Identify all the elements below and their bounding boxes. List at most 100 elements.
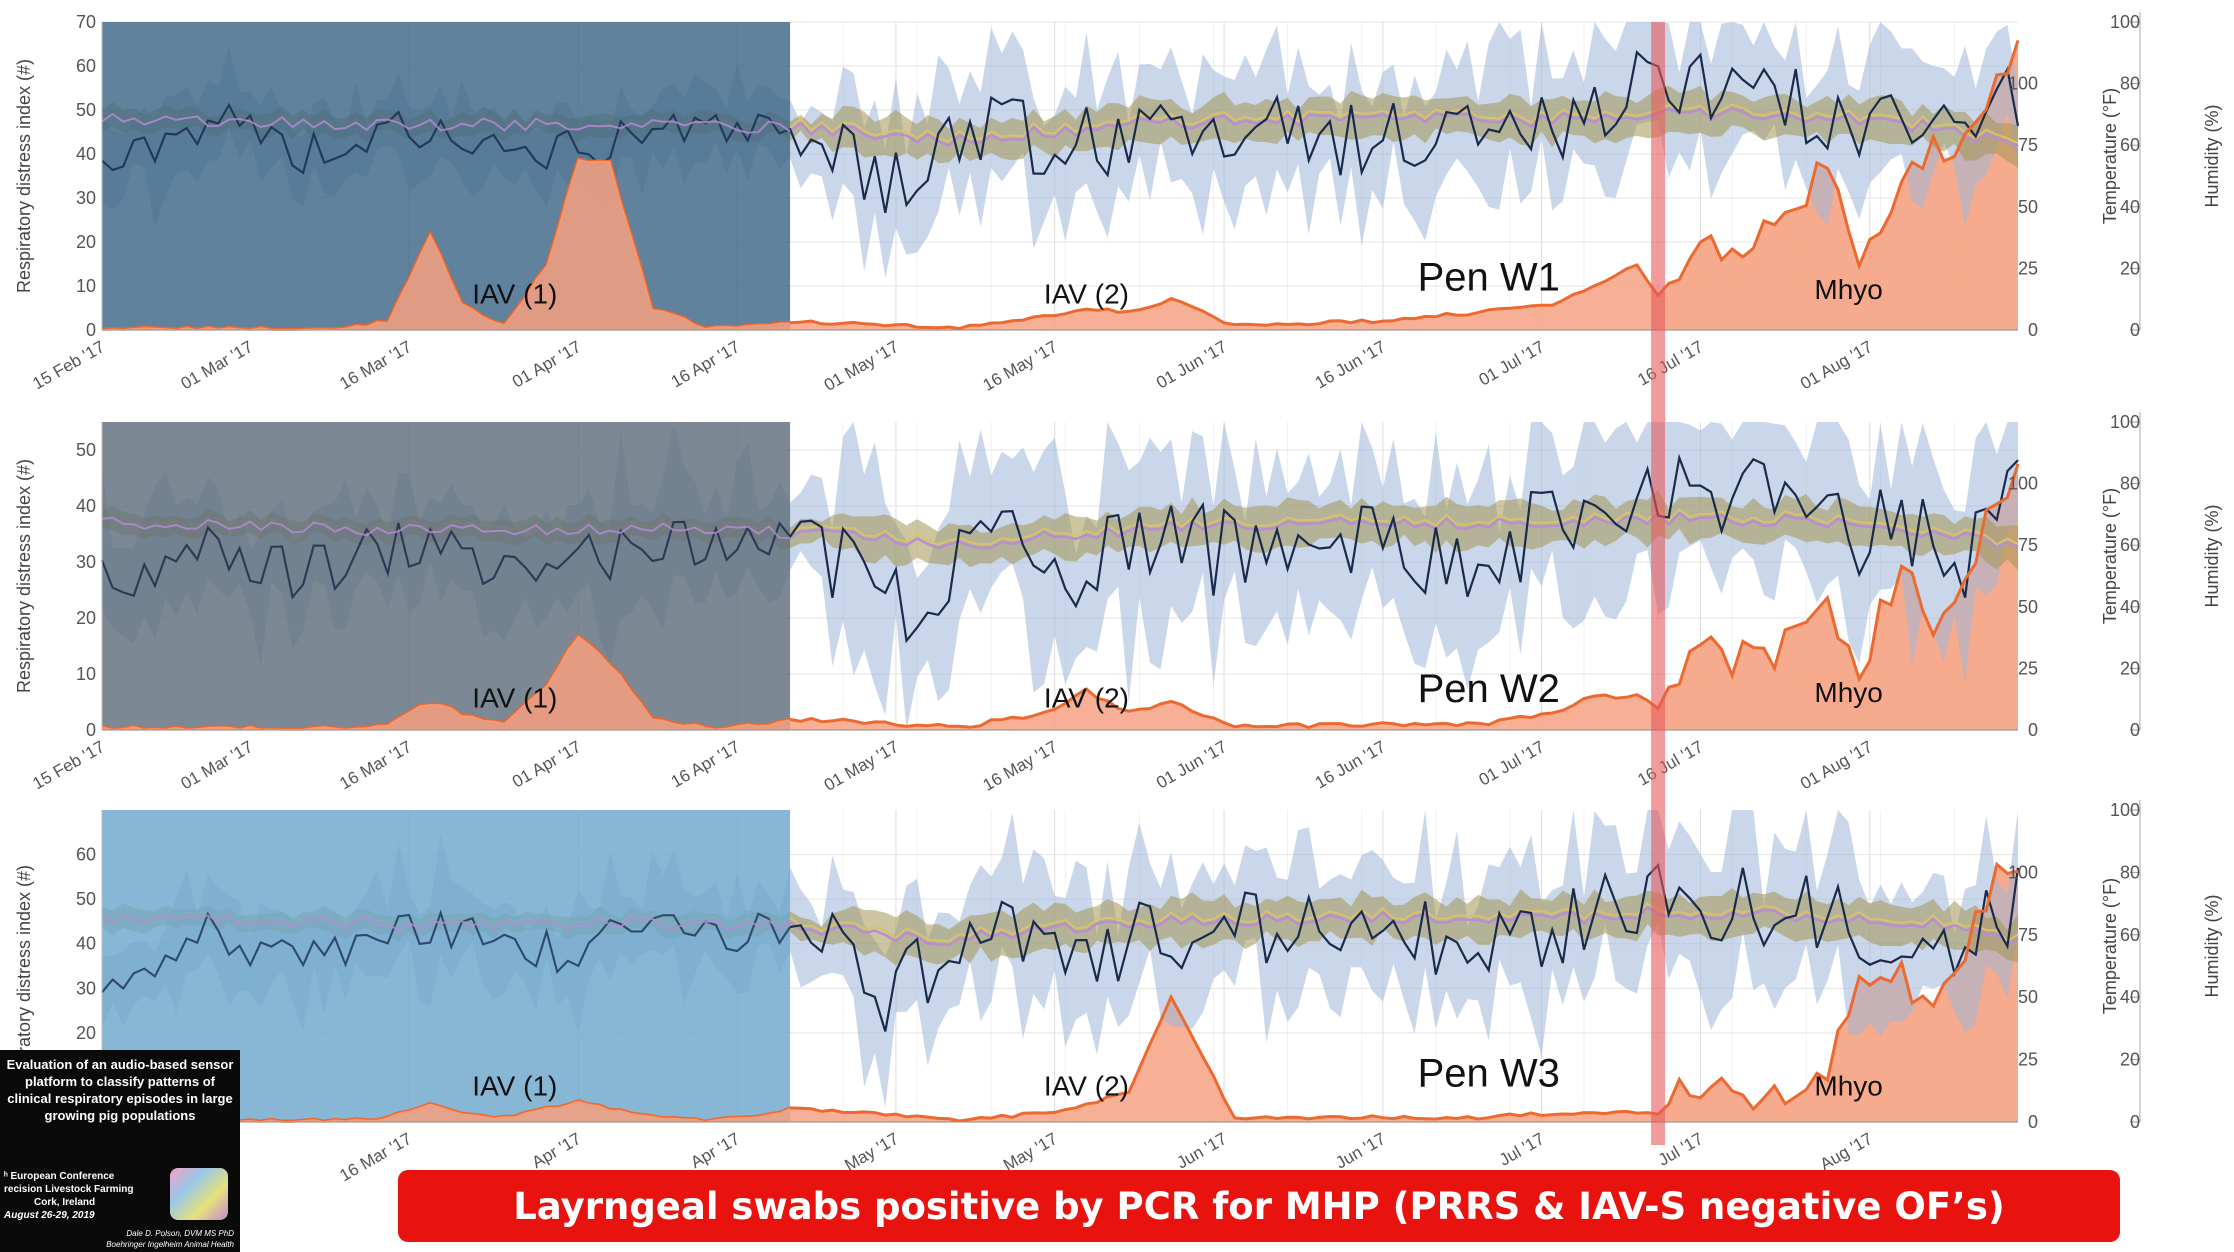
humidity-tick-label: 20	[2120, 258, 2140, 278]
x-tick-label: 01 Mar '17	[178, 337, 257, 393]
x-tick-label: 01 May '17	[821, 737, 902, 795]
humidity-tick-label: 0	[2130, 1112, 2140, 1132]
episode-label: Mhyo	[1814, 677, 1882, 708]
episode-label: IAV (2)	[1044, 683, 1129, 714]
badge-conference-line1: ʰ European Conference	[4, 1171, 115, 1182]
episode-label: IAV (1)	[472, 279, 557, 310]
x-tick-label: Apr '17	[529, 1129, 585, 1172]
y-tick-label: 40	[76, 934, 96, 954]
temperature-tick-label: 100	[2008, 74, 2038, 94]
humidity-tick-label: 60	[2120, 925, 2140, 945]
x-tick-label: 16 Mar '17	[336, 337, 415, 393]
temperature-line-shaded	[101, 112, 791, 134]
x-tick-label: 16 Mar '17	[336, 737, 415, 793]
panel-pen-w2: 0 10 20 30 40 50 0 25 50 75 100 0 20 40 60 80 100 Respira…	[14, 412, 2222, 795]
badge-conference: ʰ European Conference recision Livestock…	[4, 1170, 144, 1222]
humidity-tick-label: 40	[2120, 987, 2140, 1007]
temperature-tick-label: 0	[2028, 720, 2038, 740]
humidity-tick-label: 0	[2130, 720, 2140, 740]
episode-label: IAV (2)	[1044, 279, 1129, 310]
humidity-tick-label: 0	[2130, 320, 2140, 340]
temperature-tick-label: 50	[2018, 597, 2038, 617]
y-axis-label-left: piratory distress index (#)	[14, 865, 34, 1067]
x-tick-label: 16 May '17	[980, 737, 1061, 795]
temperature-line-shaded	[101, 914, 791, 931]
y-tick-label: 20	[76, 1023, 96, 1043]
x-tick-label: 16 May '17	[980, 337, 1061, 395]
episode-label: IAV (1)	[472, 683, 557, 714]
temperature-tick-label: 50	[2018, 197, 2038, 217]
mhyo-zone	[1658, 40, 2018, 331]
humidity-tick-label: 60	[2120, 135, 2140, 155]
temperature-tick-label: 25	[2018, 1050, 2038, 1070]
footer-banner: Layrngeal swabs positive by PCR for MHP …	[398, 1170, 2120, 1242]
temperature-tick-label: 75	[2018, 925, 2038, 945]
temperature-tick-label: 100	[2008, 862, 2038, 882]
y-axis-label-humidity: Humidity (%)	[2202, 504, 2222, 607]
humidity-tick-label: 40	[2120, 597, 2140, 617]
y-tick-label: 30	[76, 188, 96, 208]
x-tick-label: Jun '17	[1332, 1129, 1389, 1173]
temperature-tick-label: 100	[2008, 474, 2038, 494]
temperature-tick-label: 75	[2018, 135, 2038, 155]
episode-label: Mhyo	[1814, 274, 1882, 305]
conference-badge: Evaluation of an audio-based sensor plat…	[0, 1050, 240, 1252]
badge-conference-line3: Cork, Ireland	[34, 1197, 96, 1208]
pcr-area-shaded	[102, 159, 791, 330]
humidity-tick-label: 100	[2110, 12, 2140, 32]
y-tick-label: 10	[76, 664, 96, 684]
y-tick-label: 60	[76, 56, 96, 76]
humidity-tick-label: 20	[2120, 1050, 2140, 1070]
x-tick-label: Aug '17	[1817, 1129, 1876, 1174]
humidity-tick-label: 60	[2120, 535, 2140, 555]
y-tick-label: 40	[76, 496, 96, 516]
x-tick-label: 16 Jul '17	[1634, 737, 1706, 790]
temperature-tick-label: 0	[2028, 320, 2038, 340]
x-tick-label: 01 May '17	[821, 337, 902, 395]
x-tick-label: 16 Apr '17	[668, 337, 743, 391]
x-tick-label: May '17	[841, 1129, 902, 1175]
y-tick-label: 10	[76, 276, 96, 296]
mhyo-zone	[1658, 463, 2018, 730]
x-tick-label: 15 Feb '17	[29, 337, 108, 393]
temperature-line-shaded	[101, 516, 791, 539]
rdi-band	[102, 810, 2018, 1108]
y-tick-label: 20	[76, 232, 96, 252]
y-axis-label-humidity: Humidity (%)	[2202, 894, 2222, 997]
humidity-tick-label: 80	[2120, 862, 2140, 882]
y-tick-label: 50	[76, 889, 96, 909]
temperature-tick-label: 75	[2018, 535, 2038, 555]
pen-label: Pen W3	[1418, 1051, 1560, 1095]
y-tick-label: 50	[76, 100, 96, 120]
humidity-tick-label: 100	[2110, 412, 2140, 432]
temperature-tick-label: 50	[2018, 987, 2038, 1007]
pcr-area	[102, 864, 2018, 1122]
x-tick-label: 16 Jun '17	[1312, 337, 1389, 392]
pen-label: Pen W1	[1418, 255, 1560, 299]
y-tick-label: 70	[76, 12, 96, 32]
y-tick-label: 0	[86, 320, 96, 340]
y-axis-label-humidity: Humidity (%)	[2202, 104, 2222, 207]
temperature-tick-label: 0	[2028, 1112, 2038, 1132]
x-tick-label: 01 Mar '17	[178, 737, 257, 793]
episode-label: IAV (1)	[472, 1070, 557, 1101]
y-tick-label: 40	[76, 144, 96, 164]
x-tick-label: 01 Jul '17	[1476, 337, 1548, 390]
y-tick-label: 30	[76, 978, 96, 998]
x-tick-label: 16 Jul '17	[1634, 337, 1706, 390]
panel-pen-w3: 20 30 40 50 60 0 25 50 75 100 0 20 40 60 80 100 piratory…	[14, 800, 2222, 1185]
humidity-tick-label: 100	[2110, 800, 2140, 820]
pcr-area-shaded	[102, 635, 791, 730]
y-tick-label: 60	[76, 845, 96, 865]
badge-title: Evaluation of an audio-based sensor plat…	[6, 1057, 234, 1123]
x-tick-label: 01 Aug '17	[1797, 737, 1876, 793]
x-tick-label: Jul '17	[1496, 1129, 1548, 1170]
conference-logo-icon	[170, 1168, 228, 1220]
x-tick-label: 01 Apr '17	[509, 337, 584, 391]
humidity-tick-label: 20	[2120, 658, 2140, 678]
y-axis-label-left: Respiratory distress index (#)	[14, 459, 34, 693]
humidity-tick-label: 80	[2120, 74, 2140, 94]
temperature-band	[102, 489, 2018, 571]
badge-dates: August 26-29, 2019	[4, 1210, 95, 1221]
